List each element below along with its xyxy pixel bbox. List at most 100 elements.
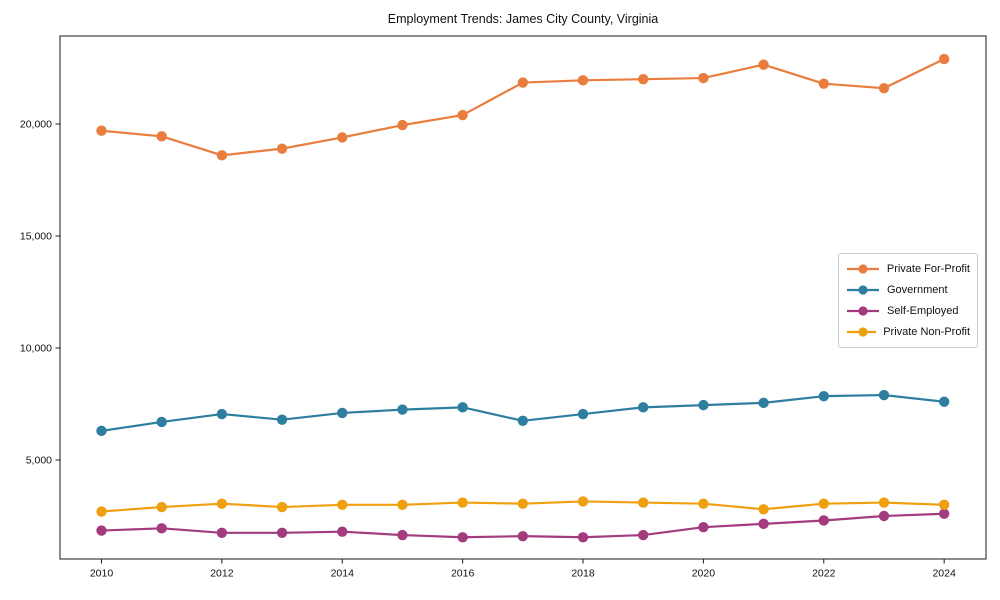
data-point-marker [818, 390, 829, 402]
data-point-marker [938, 508, 950, 519]
legend-entry-private-non-profit: Private Non-Profit [846, 326, 970, 338]
data-point-marker [96, 525, 107, 536]
legend-label: Self-Employed [887, 304, 959, 317]
data-point-marker [397, 119, 408, 131]
x-tick-label: 2018 [571, 568, 595, 580]
x-axis: 2010 2012 2014 2016 2018 2020 2022 2024 [90, 559, 956, 580]
data-point-marker [517, 530, 529, 542]
data-point-marker [96, 125, 107, 136]
axes-spines [59, 35, 987, 560]
data-point-marker [216, 408, 228, 420]
legend-sample-government [847, 285, 879, 295]
x-tick-label: 2020 [692, 568, 716, 580]
data-point-marker [638, 402, 649, 413]
data-point-marker [156, 501, 167, 513]
series-private-for-profit [96, 53, 950, 161]
data-point-marker [337, 132, 348, 143]
data-point-marker [878, 497, 890, 508]
data-point-marker [156, 523, 167, 534]
data-point-marker [638, 497, 649, 508]
series-private-non-profit [96, 496, 950, 517]
data-point-marker [457, 402, 468, 413]
x-tick-label: 2016 [451, 568, 475, 580]
data-point-marker [156, 131, 167, 142]
data-point-marker [276, 527, 288, 538]
legend-sample-marker [858, 285, 868, 295]
y-axis: 5,000 10,000 15,000 20,000 [20, 119, 60, 467]
data-point-marker [938, 53, 950, 65]
data-point-marker [337, 407, 348, 419]
legend-label: Private Non-Profit [883, 325, 970, 338]
legend-label: Private For-Profit [886, 263, 970, 276]
data-point-marker [758, 397, 769, 409]
data-point-marker [216, 150, 228, 161]
data-point-marker [517, 77, 529, 88]
data-point-marker [276, 414, 288, 425]
data-point-marker [818, 498, 829, 509]
data-point-marker [276, 501, 288, 513]
series-government [96, 389, 950, 437]
x-tick-label: 2010 [90, 568, 114, 580]
data-point-marker [938, 499, 950, 510]
data-point-marker [216, 527, 228, 538]
chart-title: Employment Trends: James City County, Vi… [387, 12, 659, 26]
legend-entry-private-for-profit: Private For-Profit [846, 263, 970, 275]
data-point-marker [758, 59, 769, 70]
series-line [100, 57, 946, 157]
data-point-marker [818, 78, 829, 89]
data-point-marker [698, 522, 709, 533]
x-tick-label: 2022 [812, 568, 836, 580]
legend-entry-government: Government [846, 284, 970, 296]
data-point-marker [577, 408, 589, 420]
legend-sample-marker [858, 264, 868, 274]
x-tick-label: 2012 [210, 568, 234, 580]
data-point-marker [337, 499, 348, 510]
data-point-marker [638, 74, 649, 85]
data-point-marker [337, 526, 348, 537]
data-point-marker [698, 498, 709, 509]
data-point-marker [758, 504, 769, 515]
legend-sample-private-for-profit [847, 264, 879, 274]
data-point-marker [397, 499, 408, 510]
data-point-marker [96, 425, 107, 437]
legend: Private For-Profit Government Self-Employe… [838, 253, 978, 348]
series-self-employed [96, 508, 950, 543]
data-point-marker [698, 72, 709, 84]
x-tick-label: 2014 [331, 568, 355, 580]
x-tick-label: 2024 [932, 568, 956, 580]
y-tick-label: 10,000 [20, 343, 52, 355]
data-point-marker [457, 532, 468, 543]
legend-label: Government [887, 284, 948, 297]
data-point-marker [397, 529, 408, 541]
data-point-marker [397, 404, 408, 415]
data-point-marker [878, 82, 890, 94]
data-point-marker [457, 497, 468, 508]
data-point-marker [758, 518, 769, 530]
data-point-marker [938, 396, 950, 407]
data-point-marker [156, 416, 167, 428]
y-tick-label: 15,000 [20, 231, 52, 243]
data-point-marker [96, 506, 107, 517]
data-point-marker [878, 389, 890, 401]
y-tick-label: 5,000 [26, 455, 52, 467]
data-point-marker [638, 529, 649, 541]
data-point-marker [276, 143, 288, 154]
legend-sample-private-non-profit [847, 327, 877, 337]
data-point-marker [517, 498, 529, 509]
data-point-marker [577, 532, 589, 543]
data-point-marker [878, 510, 890, 522]
y-tick-label: 20,000 [20, 119, 52, 131]
legend-sample-marker [858, 306, 868, 316]
legend-entry-self-employed: Self-Employed [846, 305, 970, 317]
legend-sample-self-employed [847, 306, 879, 316]
data-point-marker [517, 415, 529, 426]
data-point-marker [818, 515, 829, 526]
legend-sample-marker [858, 327, 868, 337]
data-point-marker [698, 399, 709, 411]
data-point-marker [577, 496, 589, 507]
data-point-marker [577, 75, 589, 86]
data-point-marker [457, 109, 468, 121]
data-point-marker [216, 498, 228, 509]
